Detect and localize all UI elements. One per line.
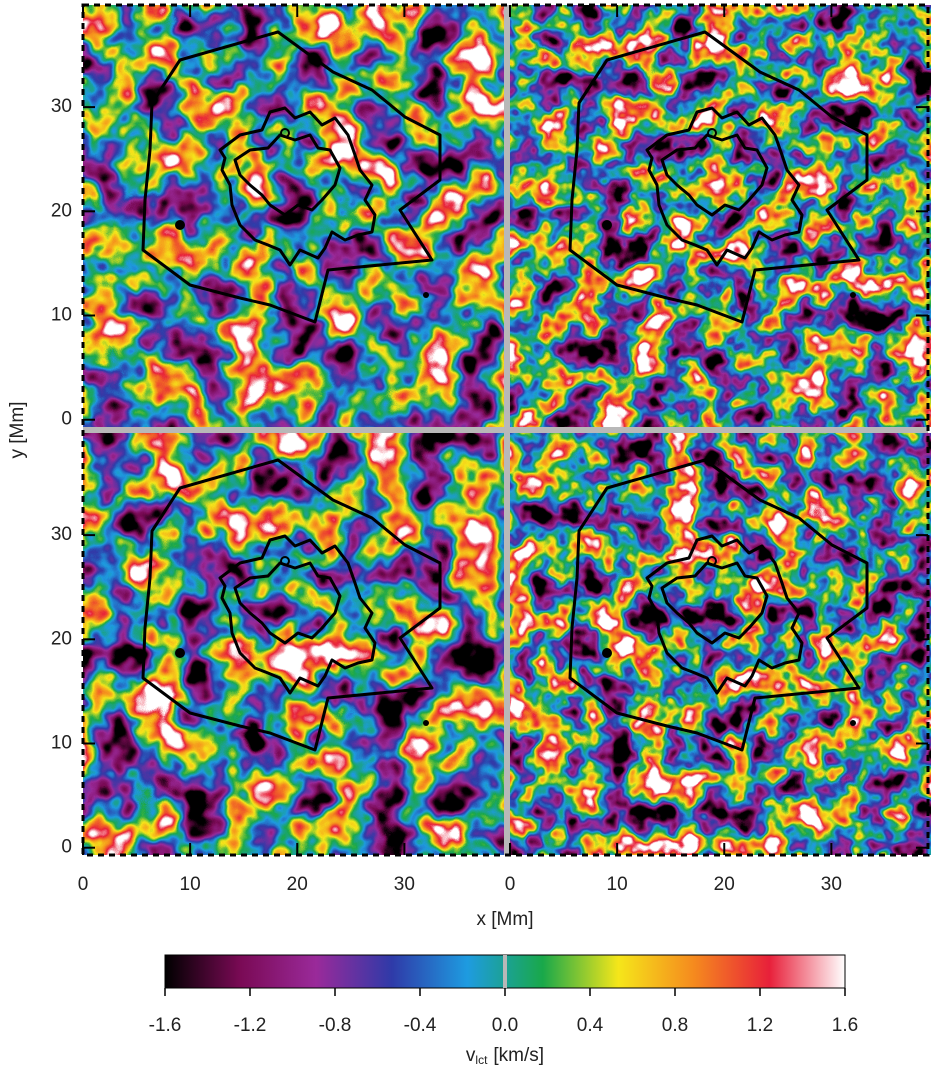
panels	[83, 5, 931, 855]
colorbar-tick-label: -1.6	[149, 1015, 182, 1036]
colorbar-label: vlct [km/s]	[466, 1045, 544, 1067]
x-tick-label: 10	[180, 874, 201, 895]
y-tick-label: 0	[61, 409, 72, 430]
x-tick-label: 30	[821, 874, 842, 895]
colorbar-tick-label: 1.6	[832, 1015, 858, 1036]
x-tick-label: 20	[714, 874, 735, 895]
x-tick-label: 0	[505, 874, 516, 895]
x-tick-label: 20	[287, 874, 308, 895]
x-tick-label: 10	[607, 874, 628, 895]
colorbar-label-unit: [km/s]	[493, 1045, 544, 1066]
colorbar-tick-label: 1.2	[747, 1015, 773, 1036]
colorbar-label-sub: lct	[475, 1053, 488, 1067]
y-tick-label: 0	[61, 837, 72, 858]
velocity-map	[83, 433, 504, 855]
colorbar-tick-label: 0.4	[577, 1015, 604, 1036]
colorbar-tick-label: 0.0	[492, 1015, 518, 1036]
velocity-map	[510, 433, 931, 855]
colorbar-tick-label: -0.8	[319, 1015, 352, 1036]
x-tick-label: 30	[394, 874, 415, 895]
colorbar-tick-label: -0.4	[404, 1015, 437, 1036]
y-tick-label: 20	[51, 200, 72, 221]
x-axis-label: x [Mm]	[477, 909, 534, 930]
y-tick-label: 10	[51, 733, 72, 754]
y-tick-label: 30	[51, 524, 72, 545]
colorbar-tick-label: -1.2	[234, 1015, 267, 1036]
colorbar-tick-label: 0.8	[662, 1015, 688, 1036]
velocity-map	[510, 5, 931, 427]
y-tick-label: 20	[51, 628, 72, 649]
y-tick-label: 10	[51, 305, 72, 326]
velocity-map	[83, 5, 504, 427]
colorbar-zero	[503, 955, 507, 988]
panel-separator	[83, 427, 928, 433]
frame	[81, 3, 930, 857]
y-tick-label: 30	[51, 96, 72, 117]
y-axis-label: y [Mm]	[7, 402, 28, 459]
colorbar-label-main: v	[466, 1045, 476, 1066]
x-tick-label: 0	[78, 874, 89, 895]
